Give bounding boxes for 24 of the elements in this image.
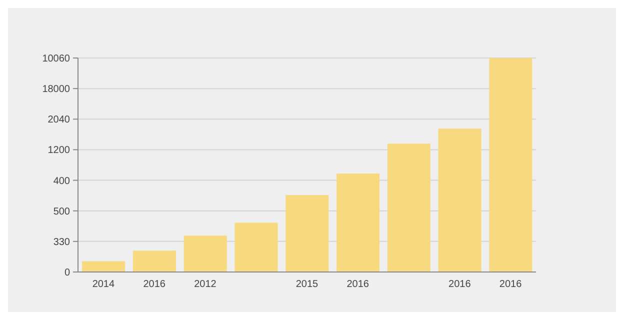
text: 330: [53, 236, 70, 248]
bar: [234, 222, 278, 272]
bar: [438, 128, 482, 272]
text: 500: [53, 206, 70, 218]
bar: [286, 194, 329, 272]
text: 400: [53, 176, 70, 187]
text: 1200: [48, 145, 70, 156]
x-tick-label: 2016: [346, 279, 370, 290]
x-tick-label: 2015: [296, 279, 319, 290]
text: 10060: [42, 54, 70, 64]
x-tick-label: 2016: [499, 279, 522, 290]
bar: [82, 261, 126, 272]
bar: [336, 174, 380, 272]
x-tick-label: 2012: [194, 279, 217, 290]
x-tick-label: 2014: [92, 279, 116, 290]
text: 18000: [42, 84, 70, 96]
text: 2040: [48, 114, 70, 126]
bar: [489, 58, 532, 272]
x-tick-label: 2016: [143, 279, 166, 290]
bar: [132, 250, 176, 272]
x-tick-label: 2016: [448, 279, 472, 290]
bar: [184, 236, 227, 272]
bar: [387, 144, 430, 272]
text: 0: [64, 268, 70, 278]
